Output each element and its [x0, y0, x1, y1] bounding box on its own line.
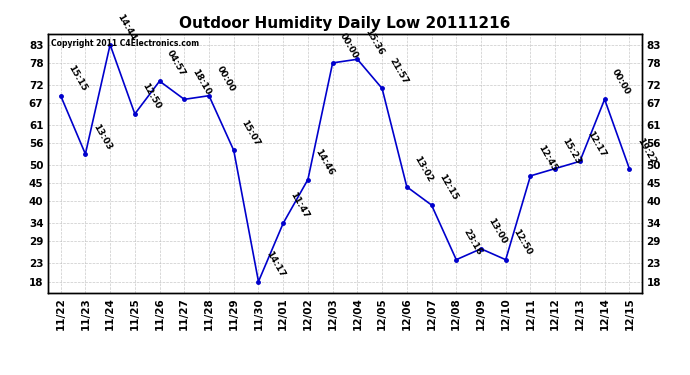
Text: 12:50: 12:50 — [140, 82, 162, 111]
Text: 21:57: 21:57 — [388, 56, 410, 86]
Text: 13:00: 13:00 — [486, 217, 509, 246]
Text: 04:57: 04:57 — [165, 49, 187, 78]
Text: 15:23: 15:23 — [561, 136, 583, 166]
Text: 00:00: 00:00 — [338, 31, 360, 60]
Text: 00:00: 00:00 — [215, 64, 237, 93]
Text: 15:07: 15:07 — [239, 118, 262, 148]
Text: 14:46: 14:46 — [313, 147, 336, 177]
Text: 12:50: 12:50 — [511, 228, 533, 257]
Text: 12:45: 12:45 — [536, 144, 558, 173]
Text: 15:15: 15:15 — [66, 64, 88, 93]
Text: 18:10: 18:10 — [190, 68, 212, 97]
Text: 11:47: 11:47 — [288, 191, 311, 220]
Text: 23:16: 23:16 — [462, 228, 484, 257]
Text: 00:00: 00:00 — [610, 68, 632, 97]
Text: 14:44: 14:44 — [116, 12, 138, 42]
Title: Outdoor Humidity Daily Low 20111216: Outdoor Humidity Daily Low 20111216 — [179, 16, 511, 31]
Text: 13:02: 13:02 — [413, 155, 435, 184]
Text: 19:22: 19:22 — [635, 136, 657, 166]
Text: 13:03: 13:03 — [91, 122, 113, 151]
Text: 12:15: 12:15 — [437, 173, 460, 202]
Text: 14:17: 14:17 — [264, 249, 286, 279]
Text: 12:17: 12:17 — [585, 129, 608, 159]
Text: 15:36: 15:36 — [363, 27, 385, 57]
Text: Copyright 2011 C4Electronics.com: Copyright 2011 C4Electronics.com — [51, 39, 199, 48]
